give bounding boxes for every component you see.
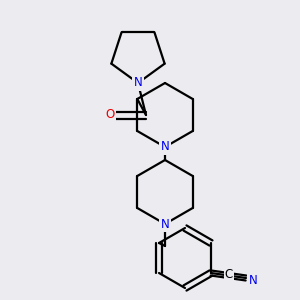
Text: O: O (105, 109, 115, 122)
Text: N: N (160, 140, 169, 154)
Text: N: N (134, 76, 142, 89)
Text: C: C (225, 268, 233, 281)
Text: N: N (160, 218, 169, 230)
Text: N: N (249, 274, 257, 287)
